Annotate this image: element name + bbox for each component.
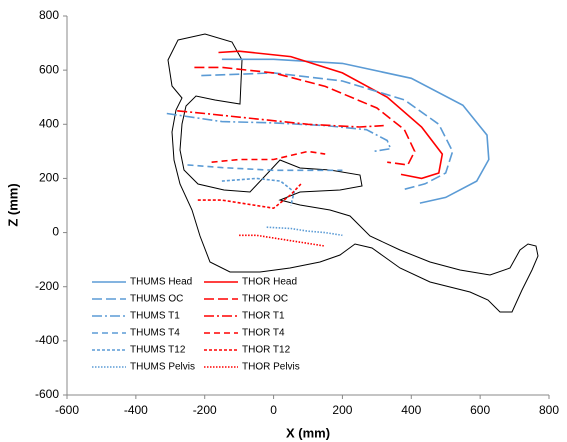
series-line xyxy=(221,58,490,204)
x-tick-label: 200 xyxy=(332,403,352,417)
legend-label: THOR T4 xyxy=(242,328,285,339)
y-axis-label: Z (mm) xyxy=(5,183,20,226)
legend-label: THOR OC xyxy=(242,294,288,305)
y-tick-label: 800 xyxy=(39,8,59,22)
legend-label: THUMS Head xyxy=(130,277,192,288)
series-line xyxy=(197,183,302,210)
series-line xyxy=(221,177,296,206)
series-line xyxy=(177,110,384,128)
legend-label: THUMS Pelvis xyxy=(130,362,195,373)
series-line xyxy=(166,112,392,153)
series-line xyxy=(239,234,326,247)
y-tick-label: 200 xyxy=(39,171,59,185)
legend-label: THUMS T1 xyxy=(130,311,180,322)
x-tick-label: 600 xyxy=(470,403,490,417)
series-line xyxy=(218,50,444,180)
occupant-silhouette xyxy=(167,33,539,313)
legend-label: THUMS OC xyxy=(130,294,183,305)
series-line xyxy=(201,72,454,191)
x-axis-label: X (mm) xyxy=(286,425,330,440)
y-tick-label: -600 xyxy=(35,387,59,401)
legend-label: THUMS T12 xyxy=(130,345,186,356)
x-tick-label: 0 xyxy=(270,403,277,417)
x-tick-label: 400 xyxy=(401,403,421,417)
legend-label: THOR Head xyxy=(242,277,297,288)
x-tick-label: -400 xyxy=(124,403,148,417)
legend-label: THOR T1 xyxy=(242,311,285,322)
x-tick-label: -200 xyxy=(193,403,217,417)
series-line xyxy=(187,164,343,172)
series-line xyxy=(194,66,416,166)
y-tick-label: 0 xyxy=(52,225,59,239)
x-tick-label: -600 xyxy=(55,403,79,417)
y-tick-label: 600 xyxy=(39,62,59,76)
legend-label: THOR T12 xyxy=(242,345,291,356)
y-tick-label: -200 xyxy=(35,279,59,293)
legend-label: THUMS T4 xyxy=(130,328,180,339)
y-tick-label: -400 xyxy=(35,333,59,347)
legend-label: THOR Pelvis xyxy=(242,362,300,373)
series-line xyxy=(211,150,326,163)
y-tick-label: 400 xyxy=(39,116,59,130)
series-line xyxy=(266,226,343,237)
x-tick-label: 800 xyxy=(539,403,559,417)
